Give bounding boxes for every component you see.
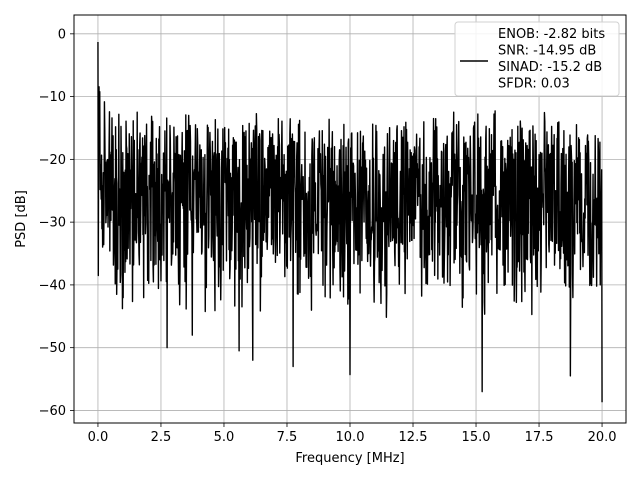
x-tick-label: 15.0	[462, 430, 491, 445]
plot-area	[97, 42, 603, 403]
legend-entry: SINAD: -15.2 dB	[498, 60, 602, 75]
y-tick-label: −30	[39, 216, 66, 231]
x-tick-label: 2.5	[151, 430, 172, 445]
x-axis-label: Frequency [MHz]	[295, 451, 404, 466]
x-tick-label: 20.0	[588, 430, 617, 445]
y-tick-label: −10	[39, 90, 66, 105]
x-tick-label: 17.5	[525, 430, 554, 445]
x-tick-label: 0.0	[88, 430, 109, 445]
x-tick-label: 10.0	[336, 430, 365, 445]
psd-series-line	[97, 42, 603, 403]
x-tick-label: 12.5	[399, 430, 428, 445]
y-axis-label: PSD [dB]	[14, 190, 29, 248]
y-tick-label: 0	[58, 27, 66, 42]
x-axis-ticks: 0.0 2.5 5.0 7.5 10.0 12.5 15.0 17.5 20.0	[88, 423, 617, 445]
legend-box	[454, 21, 620, 97]
x-tick-label: 5.0	[214, 430, 235, 445]
legend-entry: SFDR: 0.03	[498, 77, 570, 92]
y-tick-label: −60	[39, 404, 66, 419]
y-tick-label: −50	[39, 341, 66, 356]
legend-entry: ENOB: -2.82 bits	[498, 27, 605, 42]
legend-entry: SNR: -14.95 dB	[498, 44, 596, 59]
y-tick-label: −40	[39, 278, 66, 293]
y-tick-label: −20	[39, 153, 66, 168]
y-axis-ticks: 0 −10 −20 −30 −40 −50 −60	[39, 27, 74, 419]
x-tick-label: 7.5	[277, 430, 298, 445]
